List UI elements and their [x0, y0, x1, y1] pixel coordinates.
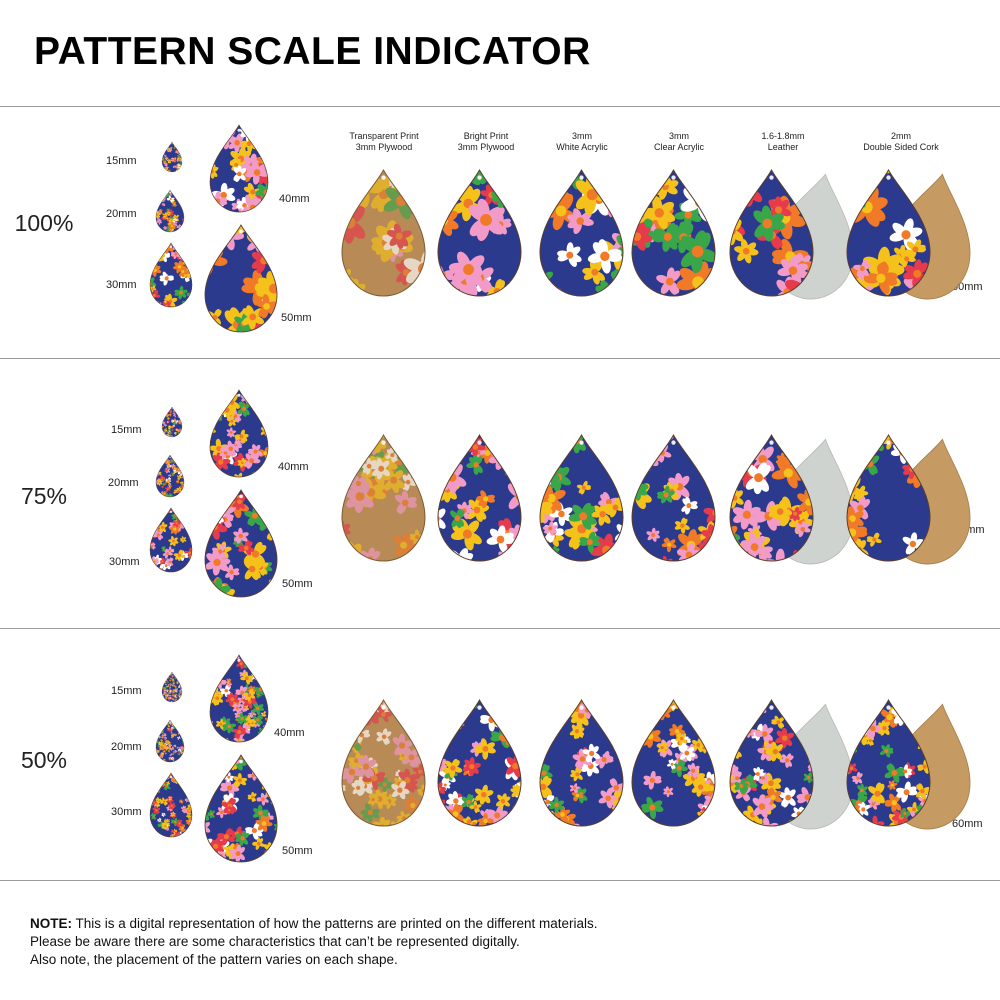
note-text: NOTE: This is a digital representation o… [30, 915, 598, 969]
divider-1 [0, 358, 1000, 359]
teardrop-15mm-sample [161, 671, 183, 703]
teardrop-30mm-sample [149, 242, 193, 308]
note-label: NOTE: [30, 916, 72, 931]
size-label-40mm: 40mm [279, 193, 310, 205]
teardrop-60mm-clear-acrylic [631, 168, 716, 297]
teardrop-50mm-sample [204, 489, 278, 598]
teardrop-40mm-sample [209, 389, 269, 478]
teardrop-40mm-sample [209, 124, 269, 213]
teardrop-60mm-clear-acrylic [631, 698, 716, 827]
divider-top [0, 106, 1000, 107]
teardrop-60mm-clear-acrylic [631, 433, 716, 562]
size-label-15mm: 15mm [111, 424, 142, 436]
teardrop-60mm-white-acrylic [539, 698, 624, 827]
size-label-20mm: 20mm [111, 741, 142, 753]
teardrop-40mm-sample [209, 654, 269, 743]
page-title: PATTERN SCALE INDICATOR [34, 30, 591, 73]
material-label-bright-plywood: Bright Print 3mm Plywood [457, 131, 515, 152]
size-label-15mm: 15mm [111, 685, 142, 697]
teardrop-60mm-transparent-plywood [341, 698, 426, 827]
teardrop-60mm-white-acrylic [539, 433, 624, 562]
teardrop-60mm-bright-plywood [437, 698, 522, 827]
size-label-50mm: 50mm [282, 845, 313, 857]
teardrop-50mm-sample [204, 754, 278, 863]
teardrop-60mm-transparent-plywood [341, 168, 426, 297]
teardrop-60mm-bright-plywood [437, 168, 522, 297]
teardrop-60mm-white-acrylic [539, 168, 624, 297]
material-label-clear-acrylic: 3mm Clear Acrylic [653, 131, 704, 152]
material-label-white-acrylic: 3mm White Acrylic [556, 131, 608, 152]
teardrop-50mm-sample [204, 224, 278, 333]
teardrop-60mm-leather [729, 698, 854, 830]
divider-2 [0, 628, 1000, 629]
scale-label-75: 75% [20, 483, 68, 509]
size-label-60mm: 60mm [952, 818, 983, 830]
teardrop-60mm-bright-plywood [437, 433, 522, 562]
teardrop-15mm-sample [161, 141, 183, 173]
size-label-30mm: 30mm [109, 556, 140, 568]
material-label-cork: 2mm Double Sided Cork [863, 131, 939, 152]
size-label-40mm: 40mm [278, 461, 309, 473]
size-label-30mm: 30mm [106, 279, 137, 291]
note-line-3: Also note, the placement of the pattern … [30, 952, 398, 967]
size-label-20mm: 20mm [108, 477, 139, 489]
size-label-50mm: 50mm [281, 312, 312, 324]
scale-label-100: 100% [14, 210, 74, 236]
teardrop-20mm-sample [155, 454, 185, 498]
teardrop-20mm-sample [155, 719, 185, 763]
note-line-2: Please be aware there are some character… [30, 934, 520, 949]
teardrop-60mm-cork [846, 433, 971, 565]
scale-label-50: 50% [20, 747, 68, 773]
material-label-transparent-plywood: Transparent Print 3mm Plywood [349, 131, 419, 152]
size-label-30mm: 30mm [111, 806, 142, 818]
divider-bottom [0, 880, 1000, 881]
size-label-20mm: 20mm [106, 208, 137, 220]
size-label-50mm: 50mm [282, 578, 313, 590]
teardrop-15mm-sample [161, 406, 183, 438]
teardrop-30mm-sample [149, 772, 193, 838]
teardrop-60mm-leather [729, 168, 854, 300]
size-label-15mm: 15mm [106, 155, 137, 167]
material-label-leather: 1.6-1.8mm Leather [761, 131, 805, 152]
note-line-1: This is a digital representation of how … [72, 916, 598, 931]
teardrop-60mm-transparent-plywood [341, 433, 426, 562]
size-label-40mm: 40mm [274, 727, 305, 739]
teardrop-30mm-sample [149, 507, 193, 573]
teardrop-20mm-sample [155, 189, 185, 233]
teardrop-60mm-cork [846, 698, 971, 830]
teardrop-60mm-leather [729, 433, 854, 565]
teardrop-60mm-cork [846, 168, 971, 300]
